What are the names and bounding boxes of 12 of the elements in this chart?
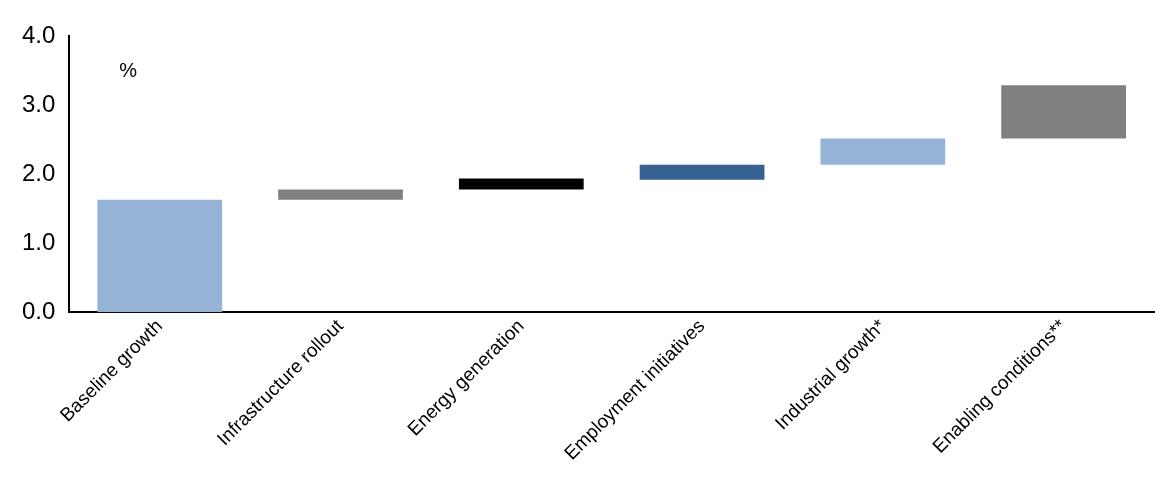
y-tick-label: 1.0 <box>21 227 56 255</box>
y-tick-label: 4.0 <box>21 21 56 49</box>
bar <box>97 199 223 313</box>
y-tick-label: 3.0 <box>21 89 56 117</box>
y-tick-label: 0.0 <box>21 296 56 324</box>
bar <box>639 164 765 180</box>
bar <box>278 189 403 200</box>
bar <box>1001 85 1126 139</box>
bar <box>820 138 946 165</box>
bar <box>458 178 584 190</box>
y-tick-label: 2.0 <box>21 158 56 186</box>
y-axis-title: % <box>119 58 138 81</box>
